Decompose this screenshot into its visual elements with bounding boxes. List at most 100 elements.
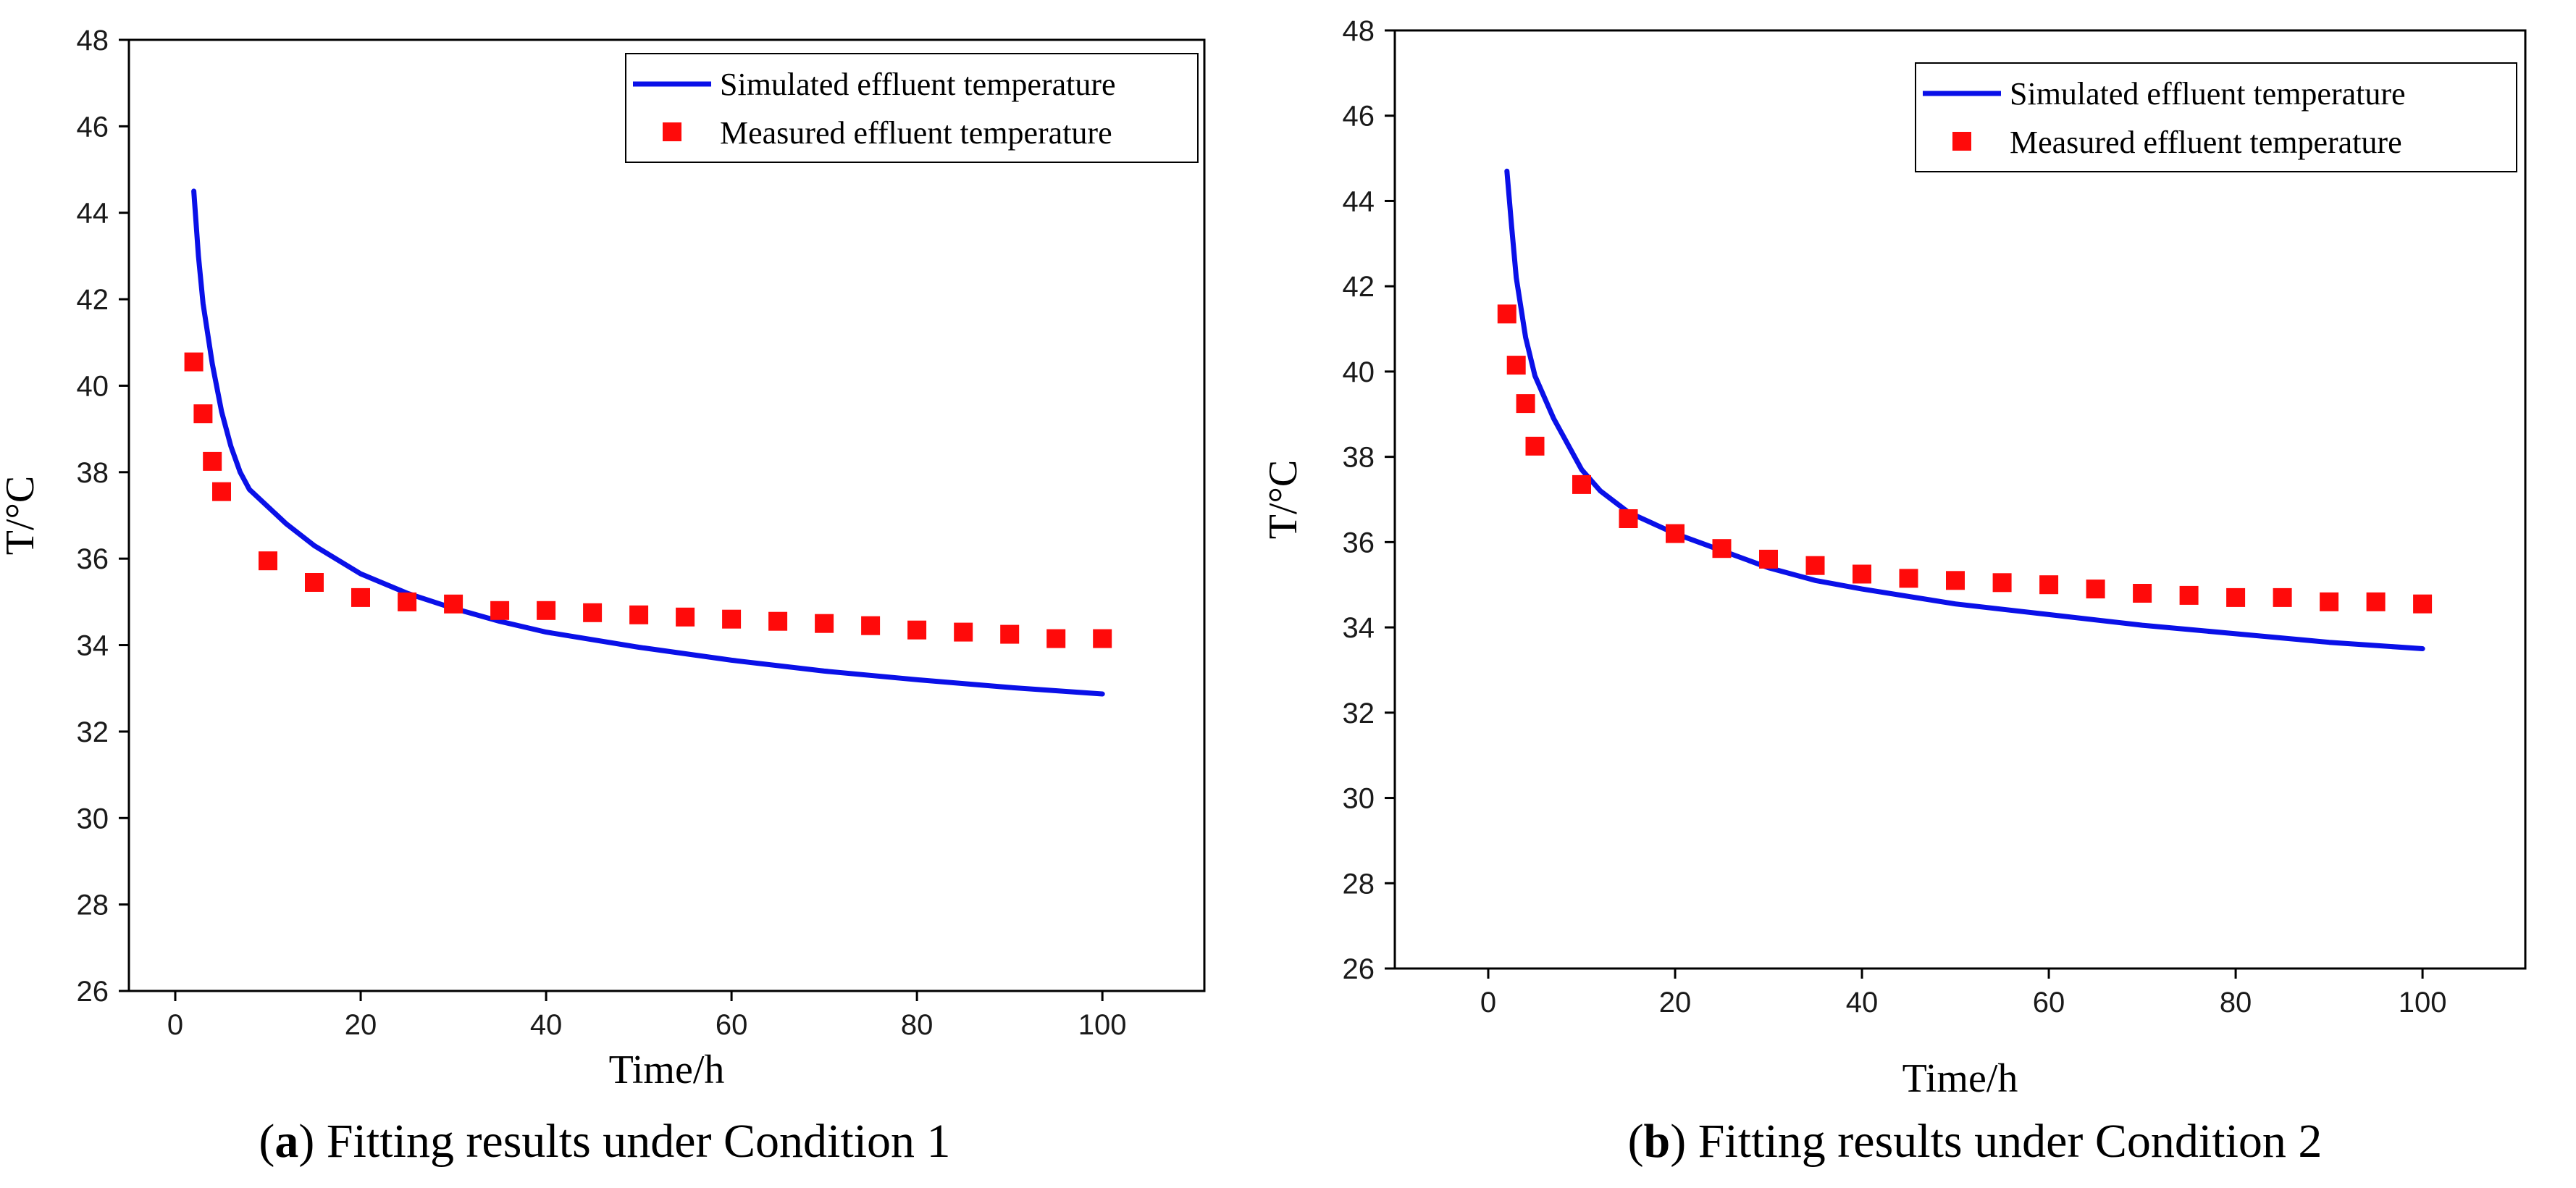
- measured-point: [2226, 587, 2246, 607]
- measured-point: [1525, 436, 1545, 456]
- series-layer: [184, 188, 1112, 697]
- simulated-series-line: [1504, 168, 2425, 651]
- measured-point: [1572, 474, 1591, 494]
- y-tick-label: 38: [77, 457, 109, 489]
- measured-point: [537, 601, 556, 620]
- caption-panel-letter: a: [274, 1115, 298, 1168]
- simulated-series-line: [191, 188, 1105, 697]
- y-tick-label: 36: [77, 543, 109, 575]
- measured-point: [203, 451, 222, 471]
- y-tick-label: 34: [1343, 612, 1375, 644]
- y-tick-label: 28: [77, 890, 109, 921]
- caption-open-paren: (: [259, 1115, 274, 1168]
- y-axis-ticks: 26 28 30 32 34 36 38 40 42 44 46 48: [1343, 15, 1395, 985]
- y-tick-label: 26: [1343, 953, 1375, 985]
- measured-point: [1093, 629, 1112, 648]
- x-tick-label: 0: [1480, 987, 1496, 1018]
- plot-border: [1393, 29, 2527, 970]
- y-tick-label: 32: [77, 716, 109, 748]
- legend-label-simulated: Simulated effluent temperature: [720, 67, 1116, 102]
- y-tick-label: 46: [77, 111, 109, 143]
- measured-point: [351, 587, 370, 607]
- legend-label-simulated: Simulated effluent temperature: [2010, 76, 2406, 112]
- y-tick-label: 32: [1343, 698, 1375, 729]
- caption-panel-letter: b: [1644, 1115, 1671, 1168]
- measured-point: [2039, 575, 2059, 595]
- measured-point: [1506, 356, 1526, 375]
- panel-caption: (b) Fitting results under Condition 2: [1628, 1115, 2323, 1168]
- y-tick-label: 40: [1343, 356, 1375, 388]
- measured-point: [1992, 573, 2012, 593]
- legend-label-measured: Measured effluent temperature: [720, 115, 1112, 151]
- x-tick-label: 0: [167, 1009, 183, 1041]
- measured-point: [490, 601, 510, 620]
- measured-point: [629, 605, 649, 624]
- x-tick-label: 40: [1846, 987, 1879, 1018]
- y-tick-label: 36: [1343, 527, 1375, 559]
- x-tick-label: 40: [530, 1009, 563, 1041]
- measured-point: [1516, 394, 1535, 414]
- y-tick-label: 26: [77, 976, 109, 1008]
- y-tick-label: 46: [1343, 101, 1375, 133]
- measured-point: [2086, 580, 2105, 599]
- y-tick-label: 38: [1343, 442, 1375, 474]
- x-tick-label: 80: [2220, 987, 2252, 1018]
- x-tick-label: 60: [716, 1009, 748, 1041]
- measured-point: [1759, 549, 1778, 569]
- measured-point: [2366, 592, 2386, 611]
- legend-label-measured: Measured effluent temperature: [2010, 125, 2402, 160]
- measured-point: [1805, 556, 1825, 575]
- plot-border: [127, 38, 1206, 992]
- measured-point: [398, 592, 417, 611]
- y-tick-label: 40: [77, 370, 109, 402]
- measured-point: [259, 551, 277, 571]
- measured-point: [2320, 592, 2339, 611]
- x-tick-label: 100: [1078, 1009, 1127, 1041]
- measured-point: [184, 352, 204, 372]
- measured-point: [1899, 569, 1918, 588]
- x-axis-ticks: 0 20 40 60 80 100: [1480, 969, 2447, 1018]
- measured-point: [1712, 539, 1732, 559]
- x-tick-label: 100: [2399, 987, 2447, 1018]
- measured-point: [861, 616, 881, 635]
- y-tick-label: 44: [1343, 185, 1375, 217]
- panel-caption: (a) Fitting results under Condition 1: [259, 1115, 950, 1168]
- plot-frame: [1393, 29, 2527, 970]
- chart-panel-b: 0 20 40 60 80 100 26 28 30 32 34 36 38 40 42 44 46 48 Ti…: [1261, 15, 2527, 1168]
- caption-text: ) Fitting results under Condition 1: [298, 1115, 950, 1168]
- legend-box: [1915, 62, 2517, 172]
- x-axis-label: Time/h: [1902, 1056, 2018, 1101]
- measured-point: [2413, 594, 2433, 614]
- x-axis-label: Time/h: [609, 1047, 725, 1092]
- y-tick-label: 44: [77, 198, 109, 230]
- plot-frame: [127, 38, 1206, 992]
- measured-point: [2273, 587, 2292, 607]
- measured-point: [1497, 304, 1516, 324]
- measured-point: [815, 614, 834, 633]
- y-tick-label: 30: [1343, 783, 1375, 815]
- measured-point: [444, 594, 463, 614]
- y-axis-label: T/°C: [0, 476, 43, 556]
- measured-point: [1666, 524, 1685, 543]
- measured-point: [2133, 584, 2152, 603]
- legend: Simulated effluent temperature Measured …: [625, 53, 1199, 163]
- measured-point: [954, 622, 973, 642]
- y-tick-label: 48: [77, 25, 109, 57]
- measured-point: [212, 482, 231, 501]
- caption-open-paren: (: [1628, 1115, 1644, 1168]
- measured-point: [1946, 571, 1965, 590]
- legend-box: [625, 53, 1199, 163]
- y-tick-label: 34: [77, 630, 109, 662]
- measured-point: [583, 603, 603, 622]
- x-axis-ticks: 0 20 40 60 80 100: [167, 991, 1127, 1041]
- x-tick-label: 80: [901, 1009, 934, 1041]
- legend-marker-swatch: [1952, 132, 1971, 151]
- measured-point: [676, 607, 695, 627]
- y-tick-label: 28: [1343, 868, 1375, 900]
- caption-text: ) Fitting results under Condition 2: [1670, 1115, 2322, 1168]
- measured-point: [768, 611, 788, 631]
- measured-point: [722, 609, 742, 629]
- y-axis-ticks: 26 28 30 32 34 36 38 40 42 44 46 48: [77, 25, 129, 1008]
- measured-point: [2179, 585, 2199, 605]
